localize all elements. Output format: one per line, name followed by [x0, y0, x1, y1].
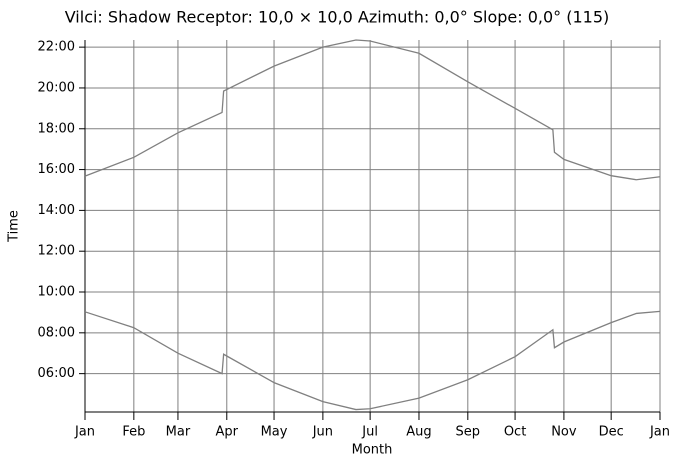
y-tick-label: 10:00 [38, 285, 75, 300]
x-tick-label: Feb [122, 425, 145, 440]
x-tick-label: Aug [406, 425, 431, 440]
y-tick-label: 12:00 [38, 244, 75, 259]
y-tick-label: 16:00 [38, 162, 75, 177]
x-tick-label: Jul [361, 425, 378, 440]
y-tick-label: 06:00 [38, 366, 75, 381]
line [84, 310, 661, 411]
x-tick-label: Jun [312, 425, 333, 440]
x-tick-label: Apr [216, 425, 239, 440]
y-tick-label: 20:00 [38, 80, 75, 95]
x-tick-label: May [261, 425, 288, 440]
x-tick-label: Oct [504, 425, 526, 440]
x-axis-label: Month [352, 443, 393, 458]
chart-title: Vilci: Shadow Receptor: 10,0 × 10,0 Azim… [65, 8, 610, 27]
y-axis-label: Time [7, 210, 22, 243]
x-tick-label: Dec [599, 425, 624, 440]
x-tick-label: Nov [551, 425, 577, 440]
y-tick-label: 08:00 [38, 325, 75, 340]
x-tick-label: Sep [456, 425, 481, 440]
y-tick-label: 22:00 [38, 40, 75, 55]
y-tick-label: 18:00 [38, 121, 75, 136]
line [84, 39, 661, 181]
x-tick-label: Jan [74, 425, 95, 440]
x-tick-label: Jan [649, 425, 670, 440]
y-tick-label: 14:00 [38, 203, 75, 218]
x-tick-label: Mar [166, 425, 191, 440]
